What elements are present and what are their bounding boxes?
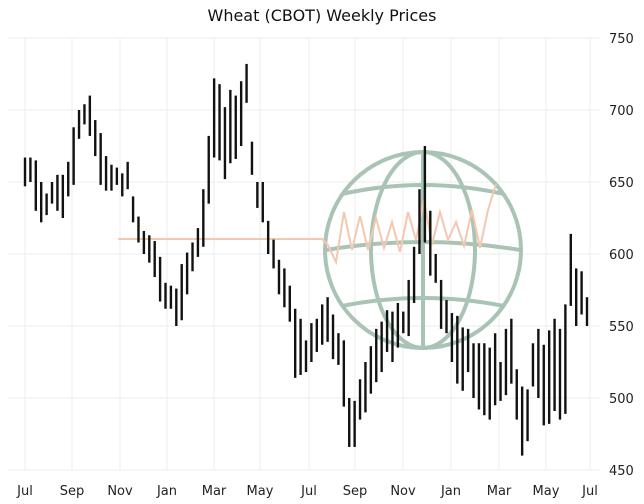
y-tick-label: 500 xyxy=(609,392,634,407)
y-tick-label: 700 xyxy=(609,104,634,119)
grid-layer xyxy=(8,37,600,471)
y-tick-label: 600 xyxy=(609,248,634,263)
x-tick-label: Nov xyxy=(107,484,133,499)
x-tick-label: Jul xyxy=(300,484,317,499)
logo-wave-line xyxy=(118,183,497,266)
x-tick-label: Mar xyxy=(202,484,227,499)
y-tick-label: 550 xyxy=(609,320,634,335)
x-tick-label: Jul xyxy=(16,484,33,499)
x-tick-label: Jul xyxy=(581,484,598,499)
x-tick-label: Mar xyxy=(487,484,512,499)
x-tick-label: May xyxy=(247,484,274,499)
y-tick-label: 450 xyxy=(609,464,634,479)
y-tick-label: 750 xyxy=(609,32,634,47)
chart-title: Wheat (CBOT) Weekly Prices xyxy=(207,6,437,25)
globe-logo xyxy=(118,150,523,350)
x-axis-labels: Jul Sep Nov Jan Mar May Jul Sep Nov Jan Mar May Jul xyxy=(16,484,598,499)
x-tick-label: Sep xyxy=(60,484,85,499)
x-tick-label: Jan xyxy=(156,484,177,499)
y-tick-label: 650 xyxy=(609,176,634,191)
x-tick-label: Nov xyxy=(390,484,416,499)
x-tick-label: Jan xyxy=(440,484,461,499)
globe-watermark-icon xyxy=(323,150,523,350)
y-axis-labels: 450 500 550 600 650 700 750 xyxy=(609,32,634,479)
x-tick-label: Sep xyxy=(343,484,368,499)
x-tick-label: May xyxy=(533,484,560,499)
price-bars xyxy=(23,63,589,456)
